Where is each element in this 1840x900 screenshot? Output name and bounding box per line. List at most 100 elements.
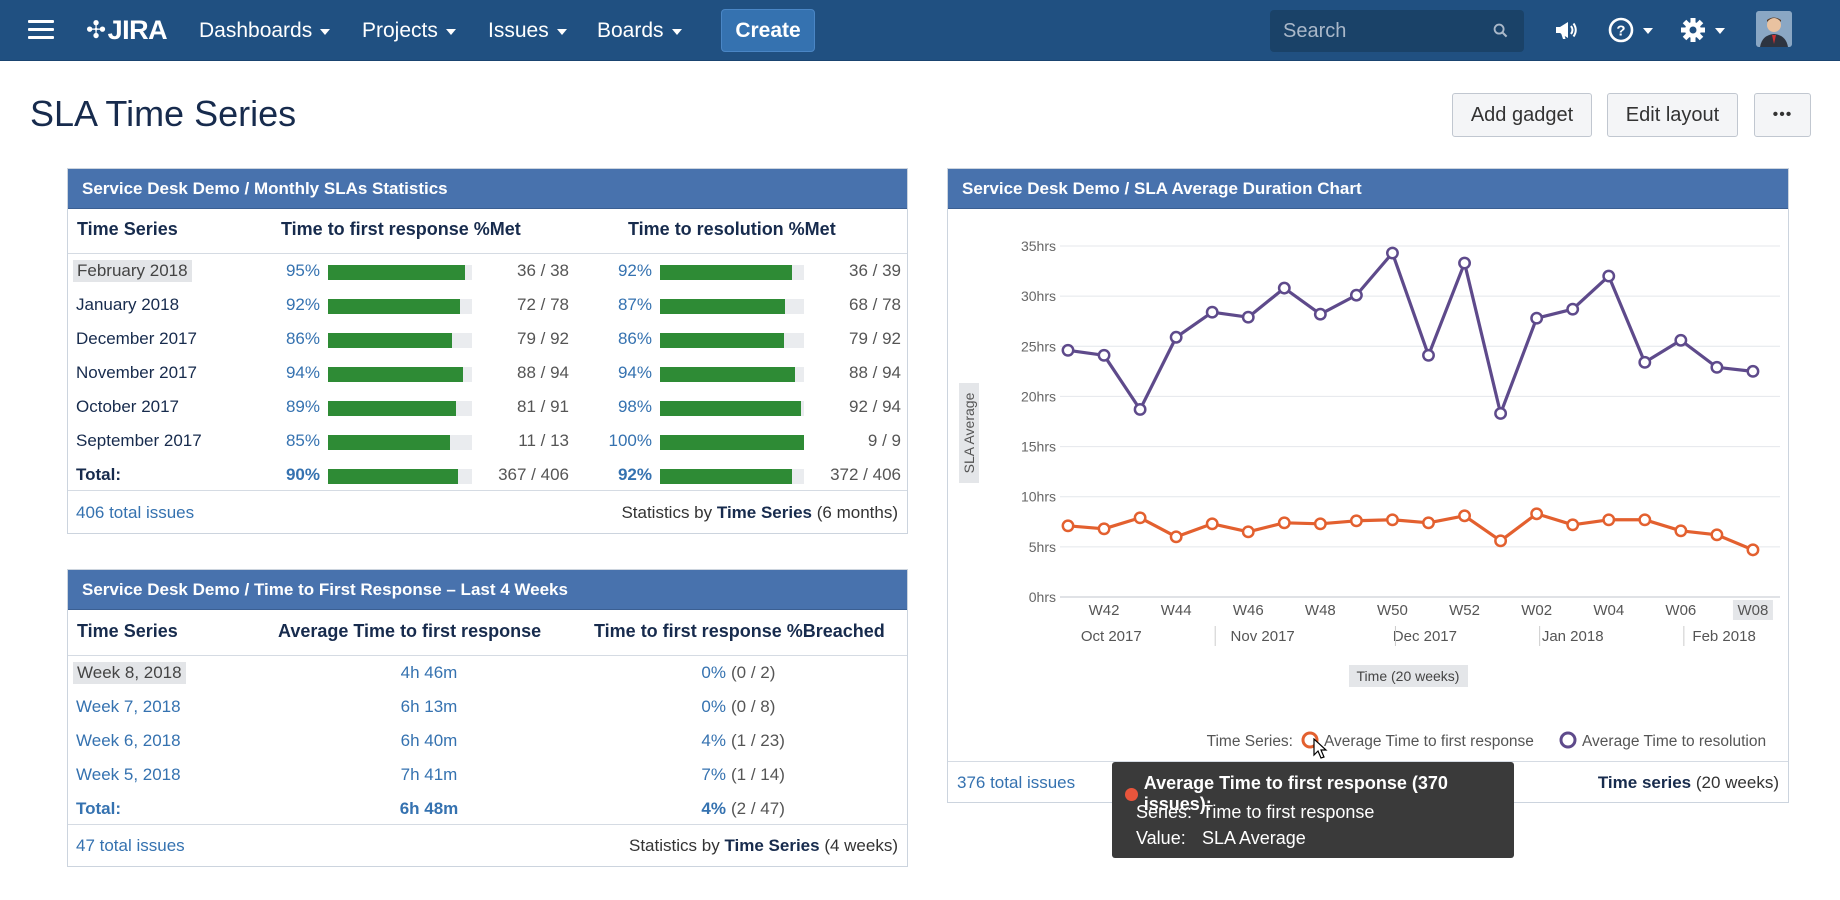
percent-met-link[interactable]: 98% <box>617 397 652 416</box>
data-point[interactable] <box>1097 348 1111 362</box>
percent-met-link[interactable]: 85% <box>285 431 320 450</box>
percent-met-link[interactable]: 94% <box>285 363 320 382</box>
data-point[interactable] <box>1530 311 1544 325</box>
col-first-response-breached[interactable]: Time to first response %Breached <box>594 621 885 641</box>
menu-icon[interactable] <box>28 20 54 40</box>
data-point[interactable] <box>1494 407 1508 420</box>
percent-met-link[interactable]: 92% <box>285 295 320 314</box>
data-point[interactable] <box>1458 256 1471 270</box>
data-point[interactable] <box>1205 305 1219 319</box>
data-point[interactable] <box>1169 530 1183 544</box>
percent-met-link[interactable]: 87% <box>617 295 652 314</box>
week-label[interactable]: Week 6, 2018 <box>76 731 181 750</box>
announcement-icon[interactable] <box>1553 14 1579 46</box>
data-point[interactable] <box>1566 302 1580 316</box>
average-response-link[interactable]: 6h 13m <box>400 697 458 716</box>
data-point[interactable] <box>1386 246 1399 260</box>
average-response-link[interactable]: 6h 48m <box>399 799 459 818</box>
data-point[interactable] <box>1602 513 1616 527</box>
jira-logo[interactable]: ✣ JIRA <box>86 12 168 48</box>
add-gadget-button[interactable]: Add gadget <box>1452 93 1592 137</box>
average-response-link[interactable]: 6h 40m <box>400 731 458 750</box>
data-point[interactable] <box>1061 343 1075 357</box>
data-point[interactable] <box>1602 269 1616 283</box>
data-point[interactable] <box>1530 507 1544 521</box>
data-point[interactable] <box>1349 514 1363 528</box>
data-point[interactable] <box>1277 516 1291 530</box>
data-point[interactable] <box>1422 516 1435 530</box>
data-point[interactable] <box>1097 522 1111 536</box>
nav-boards[interactable]: Boards <box>597 0 682 61</box>
data-point[interactable] <box>1710 528 1724 542</box>
total-issues-link[interactable]: 376 total issues <box>957 773 1076 792</box>
help-icon[interactable]: ? <box>1607 14 1653 46</box>
data-point[interactable] <box>1746 543 1760 557</box>
search-icon[interactable] <box>1493 23 1508 38</box>
data-point[interactable] <box>1674 333 1688 347</box>
search-input[interactable] <box>1270 10 1524 52</box>
col-first-response-met[interactable]: Time to first response %Met <box>281 219 521 239</box>
data-point[interactable] <box>1313 307 1327 321</box>
percent-met-link[interactable]: 94% <box>617 363 652 382</box>
gadget-title[interactable]: Service Desk Demo / SLA Average Duration… <box>948 169 1788 209</box>
gadget-title[interactable]: Service Desk Demo / Monthly SLAs Statist… <box>68 169 907 209</box>
settings-gear-icon[interactable] <box>1679 14 1725 46</box>
data-point[interactable] <box>1241 525 1255 539</box>
create-button[interactable]: Create <box>721 9 815 52</box>
percent-met-link[interactable]: 92% <box>617 261 652 280</box>
data-point[interactable] <box>1422 348 1435 362</box>
data-point[interactable] <box>1494 534 1508 548</box>
data-point[interactable] <box>1746 364 1760 378</box>
percent-met-link[interactable]: 95% <box>285 261 320 280</box>
week-label[interactable]: Week 5, 2018 <box>76 765 181 784</box>
percent-met-link[interactable]: 90% <box>285 465 320 484</box>
data-point[interactable] <box>1241 310 1255 324</box>
average-response-link[interactable]: 7h 41m <box>400 765 458 784</box>
more-actions-button[interactable]: ••• <box>1754 93 1811 137</box>
percent-breached-link[interactable]: 0% <box>701 697 726 716</box>
x-month-tick-label: Feb 2018 <box>1692 628 1755 645</box>
data-point[interactable] <box>1710 360 1724 374</box>
percent-met-link[interactable]: 92% <box>617 465 652 484</box>
data-point[interactable] <box>1566 518 1580 532</box>
data-point[interactable] <box>1638 355 1652 369</box>
percent-breached-link[interactable]: 7% <box>701 765 726 784</box>
data-point[interactable] <box>1638 513 1652 527</box>
percent-met-bar <box>328 299 472 314</box>
data-point[interactable] <box>1277 281 1291 295</box>
total-issues-link[interactable]: 406 total issues <box>76 503 195 522</box>
total-issues-link[interactable]: 47 total issues <box>76 836 185 855</box>
col-average-first-response[interactable]: Average Time to first response <box>278 621 542 641</box>
percent-met-link[interactable]: 100% <box>608 431 652 450</box>
legend-item-resolution[interactable]: Average Time to resolution <box>1582 733 1766 750</box>
data-point[interactable] <box>1386 513 1399 527</box>
nav-issues[interactable]: Issues <box>488 0 567 61</box>
data-point[interactable] <box>1133 403 1147 416</box>
data-point[interactable] <box>1674 524 1688 538</box>
data-point[interactable] <box>1169 330 1183 344</box>
percent-breached-link[interactable]: 4% <box>701 799 726 818</box>
percent-breached-link[interactable]: 0% <box>701 663 726 682</box>
data-point[interactable] <box>1061 519 1075 533</box>
percent-met-link[interactable]: 86% <box>285 329 320 348</box>
user-avatar[interactable] <box>1756 11 1792 47</box>
col-resolution-met[interactable]: Time to resolution %Met <box>628 219 836 239</box>
nav-projects[interactable]: Projects <box>362 0 456 61</box>
legend-marker-resolution[interactable] <box>1559 731 1577 749</box>
legend-item-first-response[interactable]: Average Time to first response <box>1324 733 1534 750</box>
col-time-series[interactable]: Time Series <box>77 219 178 239</box>
week-label[interactable]: Week 7, 2018 <box>76 697 181 716</box>
edit-layout-button[interactable]: Edit layout <box>1607 93 1738 137</box>
data-point[interactable] <box>1133 511 1147 525</box>
percent-breached-link[interactable]: 4% <box>701 731 726 750</box>
average-response-link[interactable]: 4h 46m <box>400 663 458 682</box>
data-point[interactable] <box>1205 517 1219 531</box>
percent-met-link[interactable]: 86% <box>617 329 652 348</box>
data-point[interactable] <box>1313 517 1327 531</box>
nav-dashboards[interactable]: Dashboards <box>199 0 331 61</box>
col-time-series[interactable]: Time Series <box>77 621 178 641</box>
percent-met-link[interactable]: 89% <box>285 397 320 416</box>
data-point[interactable] <box>1458 509 1471 523</box>
data-point[interactable] <box>1349 288 1363 302</box>
gadget-title[interactable]: Service Desk Demo / Time to First Respon… <box>68 570 907 610</box>
